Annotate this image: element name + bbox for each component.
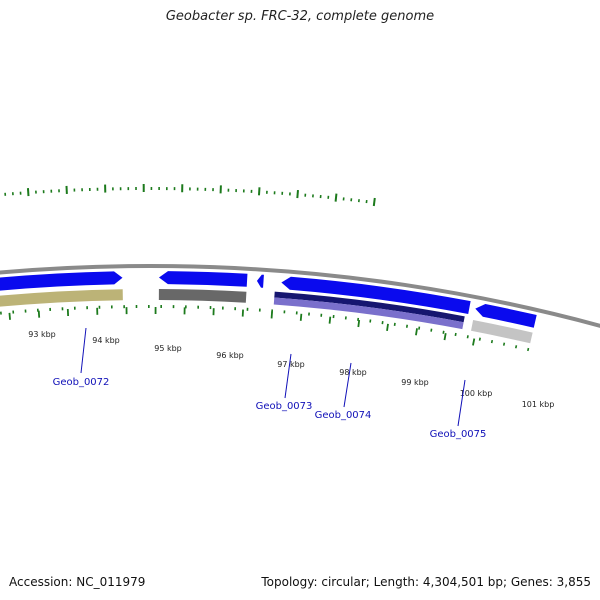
scale-major-tick: [8, 312, 11, 320]
gene-label[interactable]: Geob_0074: [315, 410, 372, 421]
cds-reverse-arrow: [158, 271, 248, 287]
gene-leader-line: [80, 327, 87, 374]
scale-tick: [527, 347, 530, 352]
cds-dark-band: [274, 291, 465, 323]
scale-tick: [466, 335, 469, 339]
scale-major-tick: [472, 338, 476, 346]
cds-light-band: [273, 297, 464, 330]
scale-label: 99 kbp: [401, 378, 429, 387]
map-title: Geobacter sp. FRC-32, complete genome: [165, 9, 435, 24]
scale-tick: [502, 342, 506, 346]
scale-tick: [442, 330, 445, 334]
feature-track: [0, 271, 537, 344]
gene-label[interactable]: Geob_0075: [430, 429, 487, 440]
scale-labels: 93 kbp 94 kbp 95 kbp 96 kbp 97 kbp 98 kbp 99 k…: [28, 330, 554, 409]
scale-label: 94 kbp: [92, 336, 120, 345]
scale-label: 93 kbp: [28, 330, 56, 339]
genome-backbone: [0, 264, 600, 328]
scale-major-tick: [415, 328, 418, 336]
scale-major-tick: [386, 323, 389, 331]
accession-text: Accession: NC_011979: [9, 575, 146, 589]
cds-olive-band: [0, 289, 123, 307]
gene-label[interactable]: Geob_0072: [53, 377, 110, 388]
scale-tick: [430, 328, 433, 332]
scale-tick: [490, 339, 494, 344]
cds-forward-arrow: [0, 271, 123, 291]
scale-major-tick: [328, 316, 332, 324]
scale-tick: [454, 332, 457, 337]
scale-major-tick: [357, 319, 361, 328]
scale-label: 101 kbp: [522, 400, 555, 409]
scale-label: 96 kbp: [216, 351, 244, 360]
cds-gray-band: [158, 289, 247, 303]
scale-tick: [478, 337, 481, 341]
gene-leader-line: [457, 379, 466, 427]
gene-leader-line: [284, 353, 292, 399]
scale-tick: [514, 345, 518, 349]
cds-reverse-arrow: [256, 274, 264, 288]
genome-stats-text: Topology: circular; Length: 4,304,501 bp…: [261, 575, 591, 589]
backbone-ring: [0, 264, 600, 328]
cds-reverse-arrow: [475, 304, 537, 328]
scale-label: 98 kbp: [339, 368, 367, 377]
outer-tick-ring: [4, 184, 376, 207]
scale-major-tick: [443, 333, 447, 341]
scale-label: 97 kbp: [277, 360, 305, 369]
outer-tick: [372, 197, 376, 207]
scale-label: 100 kbp: [460, 389, 493, 398]
outer-tick: [296, 189, 299, 199]
outer-tick: [26, 188, 30, 197]
gene-leader-line: [343, 362, 352, 408]
scale-label: 95 kbp: [154, 344, 182, 353]
gene-label[interactable]: Geob_0073: [256, 401, 313, 412]
scale-tick-ring: [0, 304, 530, 352]
outer-tick: [334, 193, 338, 202]
cds-lightgray-band: [471, 319, 533, 344]
cds-reverse-arrow: [281, 276, 471, 314]
scale-major-tick: [270, 311, 273, 319]
scale-major-tick: [299, 313, 303, 321]
